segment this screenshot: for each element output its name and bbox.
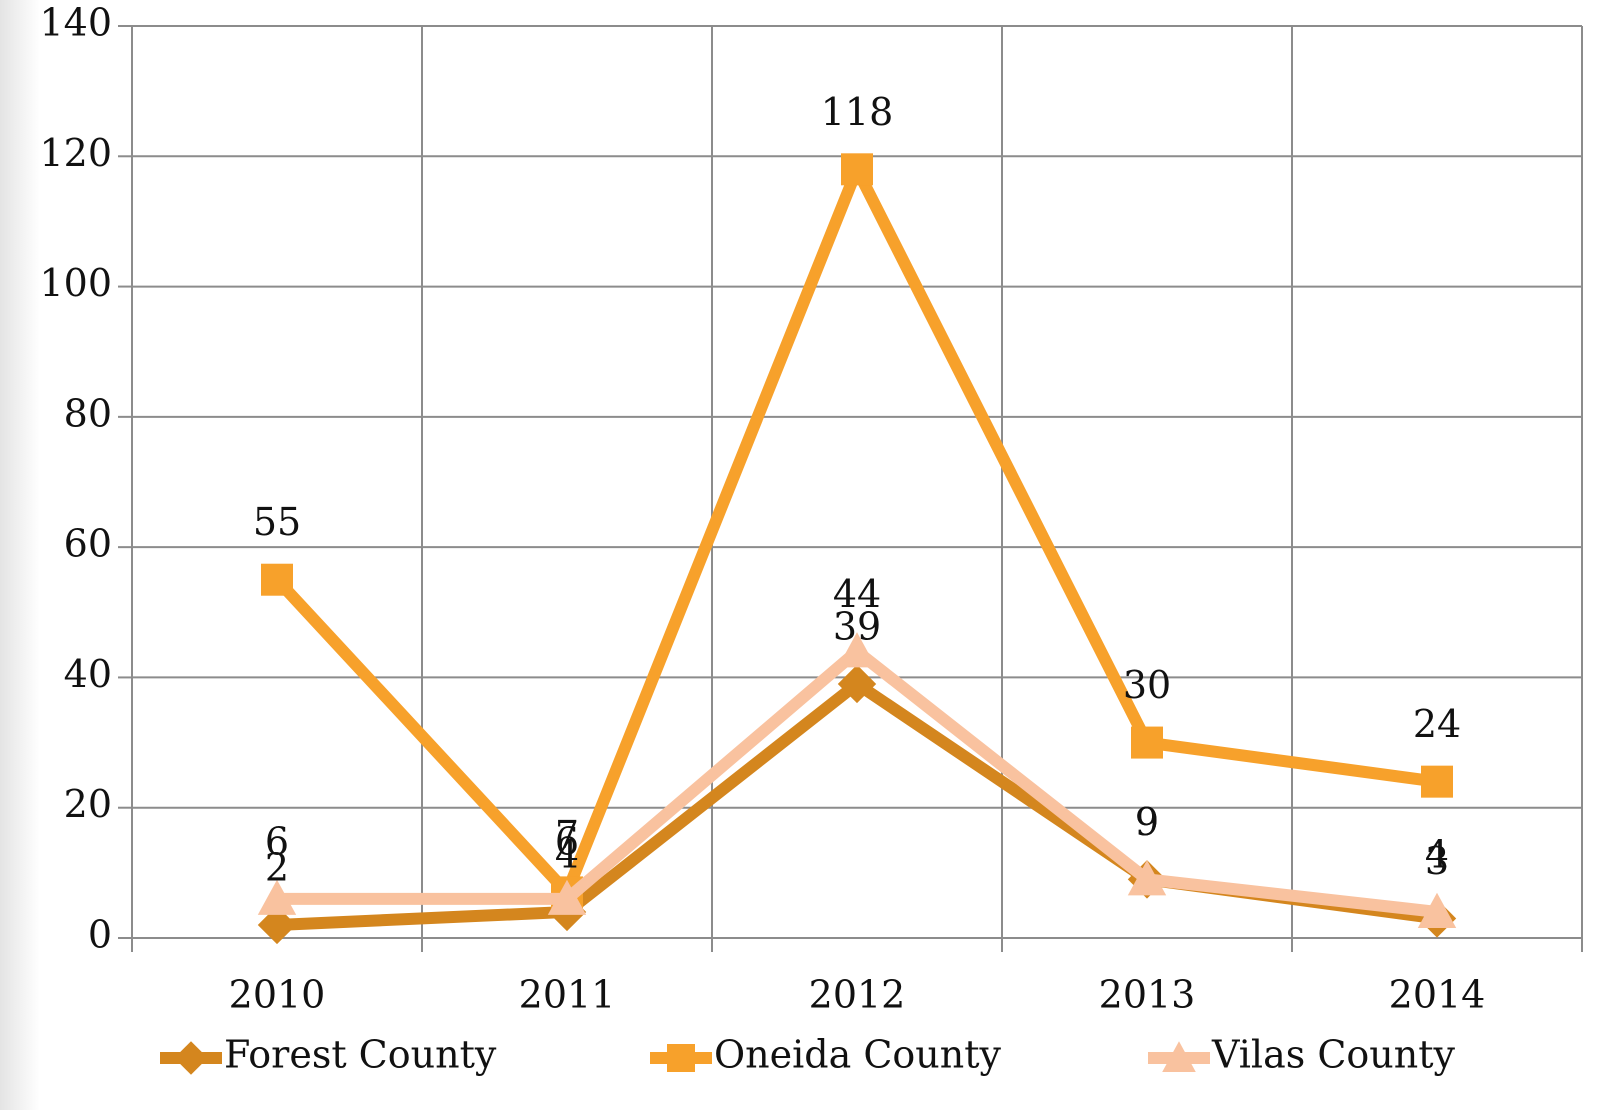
data-label: 44 — [833, 572, 881, 616]
y-tick-label: 40 — [64, 652, 112, 696]
data-label: 2 — [265, 845, 289, 889]
data-label: 4 — [555, 832, 579, 876]
data-label: 9 — [1135, 800, 1159, 844]
marker — [1417, 892, 1457, 928]
data-label: 6 — [265, 819, 289, 863]
y-tick-label: 60 — [64, 522, 112, 566]
y-tick-label: 120 — [39, 131, 112, 175]
y-tick-label: 20 — [64, 782, 112, 826]
marker — [667, 1044, 695, 1072]
y-tick-label: 100 — [39, 261, 112, 305]
marker — [257, 905, 297, 945]
marker — [1162, 1041, 1196, 1072]
y-tick-label: 80 — [64, 391, 112, 435]
marker — [257, 879, 297, 915]
marker — [261, 563, 293, 596]
data-label: 3 — [1425, 839, 1449, 883]
data-label: 30 — [1123, 663, 1171, 707]
legend-label: Vilas County — [1211, 1033, 1455, 1077]
x-tick-label: 2013 — [1099, 973, 1196, 1017]
legend-item: Vilas County — [1148, 1033, 1455, 1077]
legend-label: Oneida County — [714, 1033, 1001, 1077]
data-label: 6 — [555, 819, 579, 863]
data-label: 9 — [1135, 800, 1159, 844]
marker — [837, 632, 877, 668]
marker — [547, 879, 587, 915]
y-tick-label: 140 — [39, 1, 112, 45]
marker — [837, 664, 877, 704]
x-tick-label: 2011 — [519, 973, 616, 1017]
x-tick-label: 2010 — [229, 973, 326, 1017]
marker — [1421, 765, 1453, 798]
data-label: 24 — [1413, 702, 1461, 746]
marker — [1131, 726, 1163, 759]
data-label: 118 — [821, 90, 894, 134]
data-label: 7 — [555, 813, 579, 857]
marker — [1127, 860, 1167, 896]
marker — [174, 1041, 208, 1075]
y-tick-label: 0 — [88, 913, 112, 957]
edge-shade — [0, 0, 40, 1110]
data-label: 39 — [833, 604, 881, 648]
x-tick-label: 2012 — [809, 973, 906, 1017]
series-line — [272, 163, 1438, 899]
x-tick-label: 2014 — [1389, 973, 1486, 1017]
legend-label: Forest County — [224, 1033, 497, 1077]
data-label: 55 — [253, 500, 301, 544]
legend-item: Oneida County — [650, 1033, 1001, 1077]
data-label: 4 — [1425, 832, 1449, 876]
legend-item: Forest County — [160, 1033, 497, 1077]
marker — [841, 153, 873, 186]
